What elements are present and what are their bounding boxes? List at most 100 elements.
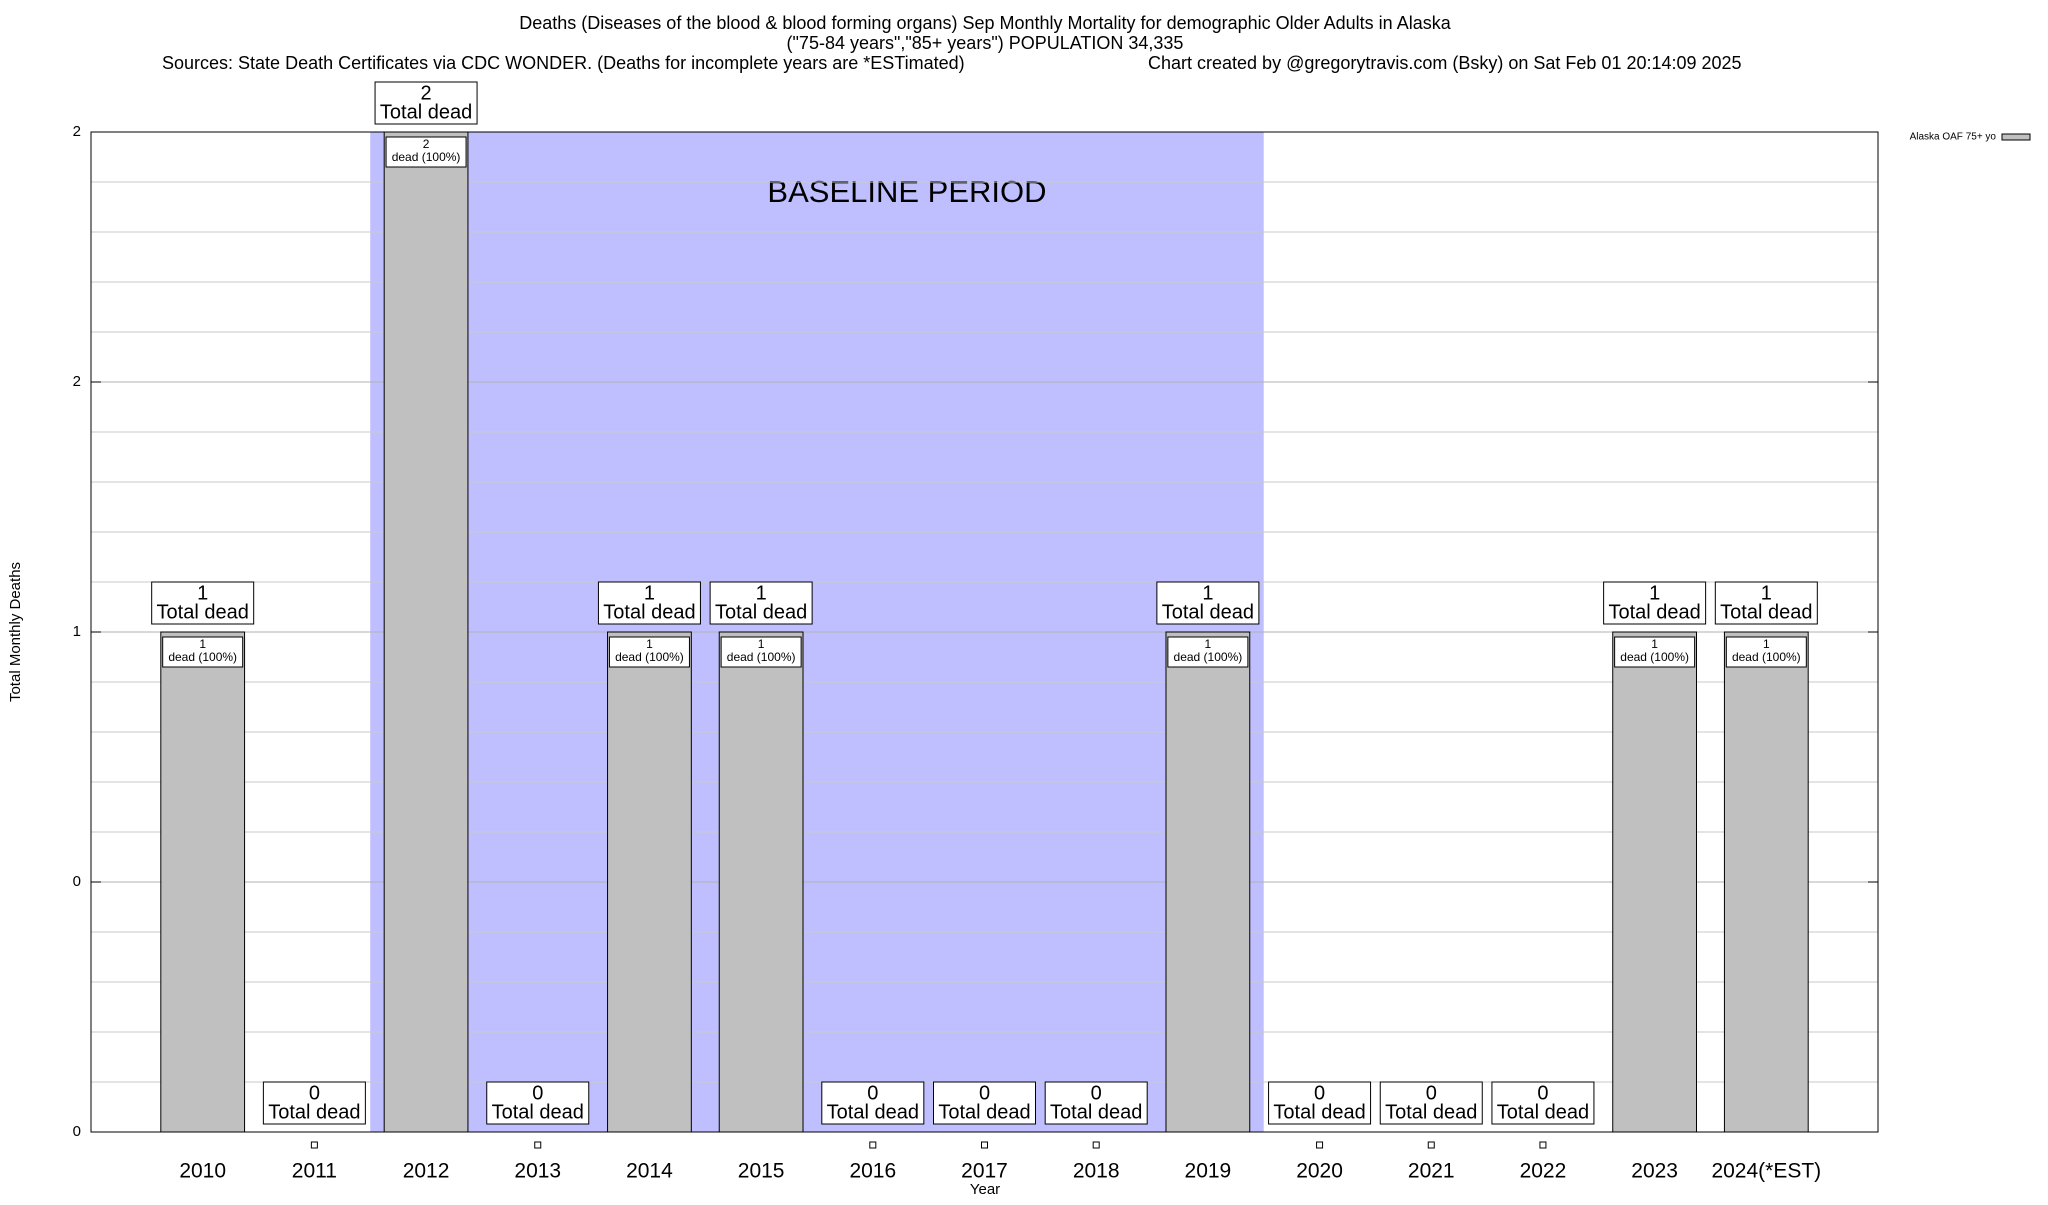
zero-marker bbox=[1316, 1141, 1324, 1149]
x-tick-label: 2023 bbox=[1631, 1160, 1678, 1183]
inner-label-value: 1 bbox=[1651, 637, 1658, 651]
zero-marker bbox=[310, 1141, 318, 1149]
total-label-text: Total dead bbox=[715, 601, 807, 623]
total-label-box bbox=[709, 581, 813, 625]
bar bbox=[1723, 631, 1809, 1133]
inner-label-value: 1 bbox=[1205, 637, 1212, 651]
inner-label-box bbox=[608, 636, 690, 668]
inner-label-text: dead (100%) bbox=[1174, 650, 1243, 664]
x-tick-label: 2016 bbox=[849, 1160, 896, 1183]
inner-label-text: dead (100%) bbox=[1732, 650, 1801, 664]
zero-marker bbox=[534, 1141, 542, 1149]
x-tick-label: 2011 bbox=[292, 1160, 337, 1183]
total-label-text: Total dead bbox=[1273, 1101, 1365, 1123]
total-label-value: 1 bbox=[197, 582, 208, 604]
inner-label-value: 1 bbox=[1763, 637, 1770, 651]
bar bbox=[1165, 631, 1251, 1133]
inner-label-text: dead (100%) bbox=[168, 650, 237, 664]
total-label-text: Total dead bbox=[380, 101, 472, 123]
total-label-text: Total dead bbox=[1720, 601, 1812, 623]
total-label-box bbox=[262, 1081, 366, 1125]
chart-title: Deaths (Diseases of the blood & blood fo… bbox=[519, 13, 1451, 33]
total-label-text: Total dead bbox=[1050, 1101, 1142, 1123]
total-label-text: Total dead bbox=[603, 601, 695, 623]
total-label-value: 1 bbox=[644, 582, 655, 604]
total-label-value: 0 bbox=[1426, 1082, 1437, 1104]
bar bbox=[383, 131, 469, 1133]
x-axis-label: Year bbox=[970, 1181, 1000, 1198]
total-label-value: 0 bbox=[1091, 1082, 1102, 1104]
total-label-box bbox=[1491, 1081, 1595, 1125]
total-label-value: 1 bbox=[756, 582, 767, 604]
total-label-box bbox=[821, 1081, 925, 1125]
inner-label-value: 1 bbox=[646, 637, 653, 651]
total-label-value: 0 bbox=[532, 1082, 543, 1104]
total-label-box bbox=[1044, 1081, 1148, 1125]
total-label-value: 0 bbox=[867, 1082, 878, 1104]
x-tick-label: 2014 bbox=[626, 1160, 673, 1183]
total-label-value: 1 bbox=[1649, 582, 1660, 604]
total-label-value: 0 bbox=[309, 1082, 320, 1104]
x-tick-label: 2022 bbox=[1520, 1160, 1567, 1183]
inner-label-box bbox=[385, 136, 467, 168]
zero-marker bbox=[1092, 1141, 1100, 1149]
x-tick-label: 2013 bbox=[514, 1160, 561, 1183]
inner-label-value: 1 bbox=[758, 637, 765, 651]
bar bbox=[718, 631, 804, 1133]
legend-swatch bbox=[2001, 133, 2031, 141]
total-label-value: 0 bbox=[1314, 1082, 1325, 1104]
inner-label-box bbox=[720, 636, 802, 668]
bar bbox=[160, 631, 246, 1133]
bar bbox=[1612, 631, 1698, 1133]
x-tick-label: 2021 bbox=[1408, 1160, 1455, 1183]
total-label-box bbox=[1714, 581, 1818, 625]
total-label-box bbox=[1603, 581, 1707, 625]
baseline-label: BASELINE PERIOD bbox=[767, 174, 1046, 209]
y-tick-label: 0 bbox=[73, 1123, 81, 1140]
x-tick-label: 2020 bbox=[1296, 1160, 1343, 1183]
total-label-text: Total dead bbox=[157, 601, 249, 623]
legend-label: Alaska OAF 75+ yo bbox=[1910, 132, 1997, 143]
y-tick-label: 2 bbox=[73, 123, 81, 140]
total-label-text: Total dead bbox=[938, 1101, 1030, 1123]
total-label-value: 0 bbox=[1537, 1082, 1548, 1104]
total-label-box bbox=[374, 81, 478, 125]
credit: Chart created by @gregorytravis.com (Bsk… bbox=[1148, 53, 1742, 73]
total-label-value: 2 bbox=[421, 82, 432, 104]
total-label-text: Total dead bbox=[827, 1101, 919, 1123]
inner-label-box bbox=[162, 636, 244, 668]
inner-label-box bbox=[1614, 636, 1696, 668]
y-tick-label: 0 bbox=[73, 873, 81, 890]
total-label-text: Total dead bbox=[268, 1101, 360, 1123]
zero-marker bbox=[1539, 1141, 1547, 1149]
x-tick-label: 2017 bbox=[961, 1160, 1008, 1183]
total-label-box bbox=[1379, 1081, 1483, 1125]
total-label-value: 1 bbox=[1761, 582, 1772, 604]
x-tick-label: 2024(*EST) bbox=[1711, 1160, 1821, 1183]
total-label-box bbox=[1156, 581, 1260, 625]
inner-label-value: 2 bbox=[423, 137, 430, 151]
bar bbox=[607, 631, 692, 1133]
total-label-box bbox=[933, 1081, 1036, 1125]
x-tick-label: 2019 bbox=[1185, 1160, 1232, 1183]
x-tick-label: 2012 bbox=[403, 1160, 450, 1183]
total-label-text: Total dead bbox=[1162, 601, 1254, 623]
x-tick-label: 2015 bbox=[738, 1160, 785, 1183]
total-label-value: 1 bbox=[1202, 582, 1213, 604]
plot-frame bbox=[90, 131, 1879, 1133]
total-label-box bbox=[486, 1081, 590, 1125]
inner-label-box bbox=[1725, 636, 1807, 668]
total-label-text: Total dead bbox=[1497, 1101, 1589, 1123]
x-tick-label: 2018 bbox=[1073, 1160, 1120, 1183]
inner-label-text: dead (100%) bbox=[392, 150, 461, 164]
total-label-value: 0 bbox=[979, 1082, 990, 1104]
zero-marker bbox=[869, 1141, 877, 1149]
y-tick-label: 1 bbox=[73, 623, 81, 640]
chart-subtitle: ("75-84 years","85+ years") POPULATION 3… bbox=[787, 33, 1184, 53]
total-label-box bbox=[597, 581, 701, 625]
total-label-text: Total dead bbox=[1608, 601, 1700, 623]
y-axis-label: Total Monthly Deaths bbox=[7, 562, 24, 702]
zero-marker bbox=[981, 1141, 988, 1149]
inner-label-text: dead (100%) bbox=[1620, 650, 1689, 664]
